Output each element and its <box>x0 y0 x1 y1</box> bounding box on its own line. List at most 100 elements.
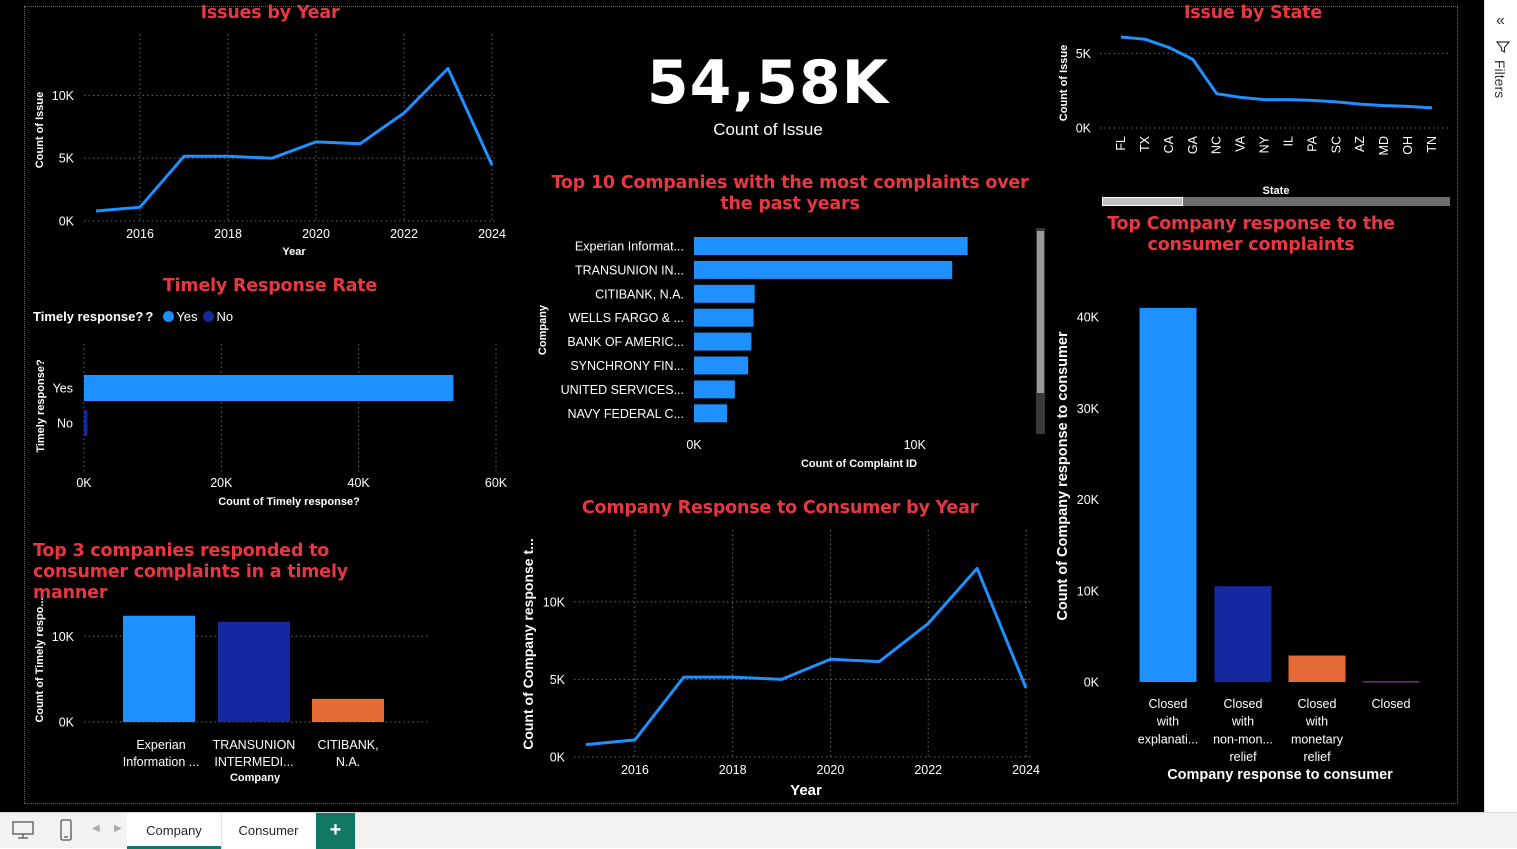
x-tick-label: TRANSUNION <box>213 738 296 752</box>
x-tick-label: 2016 <box>126 227 154 241</box>
bar <box>1288 655 1346 682</box>
series-line <box>1120 35 1433 110</box>
x-tick-label: PA <box>1305 135 1319 151</box>
y-axis-title: Timely response? <box>35 359 47 453</box>
issues-by-year-title: Issues by Year <box>200 3 340 23</box>
y-tick-label: NAVY FEDERAL C... <box>568 407 684 421</box>
y-tick-label: 5K <box>550 673 566 687</box>
y-tick-label: Experian Informat... <box>575 240 684 254</box>
x-tick-label: 20K <box>210 476 233 490</box>
legend-label-yes: Yes <box>176 309 198 324</box>
bar <box>123 615 195 722</box>
bar <box>694 284 755 303</box>
kpi-value: 54,58K <box>646 48 890 118</box>
legend-item-no[interactable]: No <box>203 309 233 324</box>
y-tick-label: SYNCHRONY FIN... <box>570 359 684 373</box>
y-tick-label: 5K <box>1076 47 1092 61</box>
tab-scroll-right-icon[interactable]: ▶ <box>114 823 122 834</box>
state-zoom-slider[interactable] <box>1102 197 1450 206</box>
x-tick-label: CITIBANK, <box>317 738 378 752</box>
legend-item-yes[interactable]: Yes <box>163 309 197 324</box>
x-axis-title: Company <box>230 772 281 784</box>
x-tick-label: with <box>1231 715 1254 729</box>
y-tick-label: WELLS FARGO & ... <box>569 311 684 325</box>
x-axis-title: Year <box>282 246 306 258</box>
x-axis-title: Company response to consumer <box>1167 767 1393 783</box>
y-tick-label: 20K <box>1077 493 1100 507</box>
y-tick-label: No <box>57 417 73 431</box>
y-tick-label: BANK OF AMERIC... <box>567 335 684 349</box>
bar <box>1139 307 1197 682</box>
x-tick-label: Closed <box>1149 697 1188 711</box>
y-tick-label: 0K <box>59 215 75 229</box>
x-tick-label: 2022 <box>914 763 942 777</box>
x-tick-label: SC <box>1329 136 1343 153</box>
x-tick-label: monetary <box>1291 732 1344 746</box>
series-line <box>95 66 494 213</box>
x-axis-title: Year <box>790 782 822 799</box>
x-tick-label: 2020 <box>817 763 845 777</box>
filters-label[interactable]: Filters <box>1492 60 1508 99</box>
add-page-button[interactable]: + <box>316 813 355 849</box>
series-line <box>585 566 1028 747</box>
x-tick-label: relief <box>1303 750 1331 764</box>
x-tick-label: TX <box>1138 135 1152 152</box>
page-tab-bar: ◀ ▶ Company Consumer + <box>0 812 1517 849</box>
x-tick-label: VA <box>1234 135 1248 151</box>
x-tick-label: NC <box>1210 136 1224 154</box>
y-axis-title: Count of Issue <box>34 92 46 168</box>
y-tick-label: 10K <box>52 89 75 103</box>
y-tick-label: CITIBANK, N.A. <box>595 287 684 301</box>
y-axis-title: Count of Issue <box>1058 45 1070 121</box>
x-tick-label: Closed <box>1224 697 1263 711</box>
y-axis-title: Count of Company response t... <box>520 538 536 750</box>
x-tick-label: explanati... <box>1138 732 1198 746</box>
x-tick-label: INTERMEDI... <box>214 755 293 769</box>
x-tick-label: Closed <box>1298 697 1337 711</box>
bar <box>84 375 454 401</box>
x-tick-label: 2024 <box>478 227 506 241</box>
x-tick-label: 40K <box>348 476 371 490</box>
x-tick-label: OH <box>1401 136 1415 155</box>
y-tick-label: TRANSUNION IN... <box>575 263 684 277</box>
x-axis-title: State <box>1263 185 1290 197</box>
desktop-view-icon[interactable] <box>12 821 34 839</box>
legend-label-no: No <box>216 309 234 324</box>
tab-consumer[interactable]: Consumer <box>221 813 315 849</box>
x-axis-title: Count of Complaint ID <box>801 458 917 470</box>
x-tick-label: with <box>1305 715 1328 729</box>
x-axis-title: Count of Timely response? <box>218 496 360 508</box>
x-tick-label: non-mon... <box>1213 732 1273 746</box>
x-tick-label: 0K <box>76 476 92 490</box>
x-tick-label: 2018 <box>214 227 242 241</box>
x-tick-label: MD <box>1377 136 1391 155</box>
x-tick-label: FL <box>1114 136 1128 151</box>
x-tick-label: NY <box>1258 135 1272 153</box>
x-tick-label: Experian <box>136 738 185 752</box>
mobile-view-icon[interactable] <box>60 819 72 841</box>
y-axis-title: Count of Timely respo... <box>34 597 46 722</box>
x-tick-label: 2022 <box>390 227 418 241</box>
legend-dot-yes <box>163 311 175 322</box>
x-tick-label: 10K <box>904 438 927 452</box>
y-tick-label: 0K <box>1084 676 1100 690</box>
top10-companies-title: Top 10 Companies with the most complaint… <box>551 173 1029 214</box>
bar <box>694 332 752 351</box>
tab-scroll-left-icon[interactable]: ◀ <box>92 823 100 834</box>
bar <box>84 410 88 436</box>
x-tick-label: Closed <box>1372 697 1411 711</box>
top10-scrollbar-thumb[interactable] <box>1037 231 1044 393</box>
kpi-label: Count of Issue <box>713 120 823 139</box>
collapse-chevrons-icon[interactable]: « <box>1496 12 1505 29</box>
y-tick-label: Yes <box>53 382 73 396</box>
x-tick-label: 2018 <box>719 763 747 777</box>
state-zoom-slider-thumb[interactable] <box>1102 197 1183 206</box>
x-tick-label: 2016 <box>621 763 649 777</box>
bar <box>694 380 735 399</box>
bar <box>1362 681 1420 683</box>
timely-response-title: Timely Response Rate <box>162 276 378 296</box>
filters-pane[interactable]: « Filters <box>1484 0 1517 812</box>
tab-company[interactable]: Company <box>127 813 221 849</box>
x-tick-label: GA <box>1186 135 1200 154</box>
bar <box>694 308 754 327</box>
